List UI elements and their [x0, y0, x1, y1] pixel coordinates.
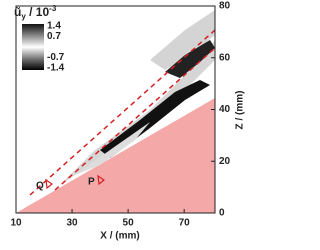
y-tick-label: 60: [219, 52, 231, 63]
colorbar-tick-label: 0.7: [47, 31, 61, 42]
colorbar-tick-label: 1.4: [47, 21, 61, 32]
y-tick-label: 40: [219, 104, 231, 115]
wedge: [16, 98, 215, 213]
colorbar-tick-label: -0.7: [47, 52, 65, 63]
speckle-region: [150, 10, 215, 70]
y-tick-label: 20: [219, 156, 231, 167]
x-tick-label: 50: [123, 218, 135, 229]
marker-triangle: [45, 178, 54, 190]
y-axis-label: Z / (mm): [235, 91, 246, 130]
speckle-region: [60, 40, 215, 185]
y-tick-label: 0: [219, 208, 225, 219]
light-region: [75, 122, 150, 175]
annotation: P: [88, 177, 95, 188]
annotation: Q: [36, 181, 44, 192]
colorbar: [22, 24, 44, 70]
exponent: -3: [49, 4, 57, 13]
unit: / 10: [26, 5, 50, 19]
colorbar-title: ũy / 10-3: [14, 4, 57, 21]
subscript: y: [21, 12, 26, 21]
x-axis-label: X / (mm): [100, 231, 139, 242]
y-tick-label: 80: [219, 1, 231, 12]
field: [16, 10, 215, 213]
x-tick-label: 70: [179, 218, 191, 229]
colorbar-tick-label: -1.4: [47, 63, 65, 74]
dark-blob: [165, 40, 215, 78]
symbol: ũ: [14, 5, 21, 19]
x-tick-label: 30: [66, 218, 78, 229]
chart: Q P ũy / 10-3 X / (mm) Z / (mm) 10 30 50 70…: [10, 1, 246, 242]
x-tick-label: 10: [10, 218, 22, 229]
marker-triangle: [97, 174, 106, 186]
